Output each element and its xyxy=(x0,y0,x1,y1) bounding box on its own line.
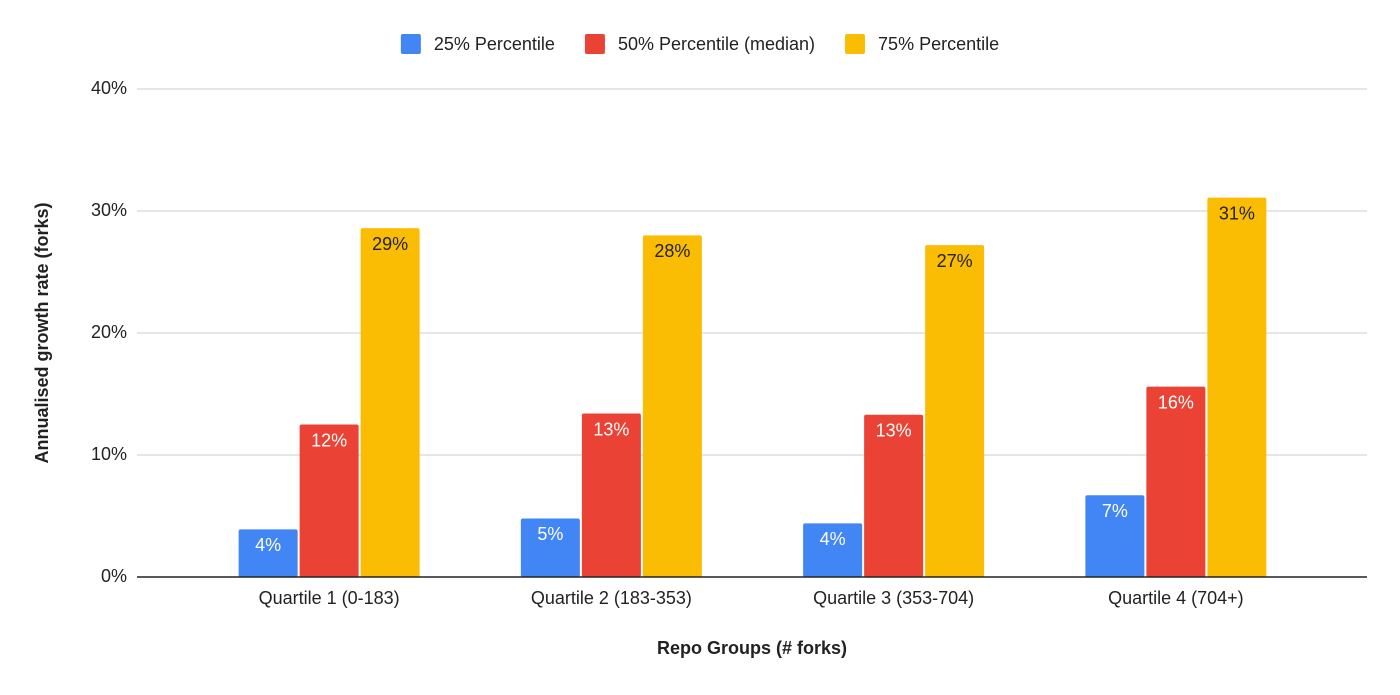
value-label: 29% xyxy=(372,234,408,254)
y-axis-title: Annualised growth rate (forks) xyxy=(32,202,52,463)
value-label: 7% xyxy=(1102,501,1128,521)
x-tick-label: Quartile 1 (0-183) xyxy=(259,588,400,608)
x-tick-label: Quartile 3 (353-704) xyxy=(813,588,974,608)
x-tick-label: Quartile 4 (704+) xyxy=(1108,588,1244,608)
bar xyxy=(360,228,420,577)
x-tick-label: Quartile 2 (183-353) xyxy=(531,588,692,608)
value-label: 13% xyxy=(593,419,629,439)
x-axis-title: Repo Groups (# forks) xyxy=(657,638,847,658)
y-tick-label: 40% xyxy=(91,78,127,98)
y-tick-label: 20% xyxy=(91,322,127,342)
value-label: 12% xyxy=(311,430,347,450)
bar xyxy=(864,414,924,577)
value-label: 31% xyxy=(1219,203,1255,223)
legend-label: 25% Percentile xyxy=(434,34,555,54)
bar xyxy=(642,235,702,577)
bar xyxy=(1146,386,1206,577)
y-tick-label: 30% xyxy=(91,200,127,220)
bar xyxy=(925,245,985,577)
y-tick-label: 0% xyxy=(101,566,127,586)
value-label: 27% xyxy=(937,251,973,271)
bar xyxy=(520,518,580,577)
bar xyxy=(1085,495,1145,577)
bar xyxy=(1207,197,1267,577)
value-label: 13% xyxy=(876,420,912,440)
bar xyxy=(238,529,298,577)
legend-swatch xyxy=(400,34,421,54)
bar xyxy=(803,523,863,577)
bar xyxy=(581,413,641,577)
y-tick-label: 10% xyxy=(91,444,127,464)
legend-label: 50% Percentile (median) xyxy=(618,34,815,54)
bar xyxy=(299,424,359,577)
value-label: 16% xyxy=(1158,392,1194,412)
value-label: 4% xyxy=(820,529,846,549)
value-label: 4% xyxy=(255,535,281,555)
legend-swatch xyxy=(845,34,866,54)
legend-swatch xyxy=(584,34,605,54)
legend-label: 75% Percentile xyxy=(878,34,999,54)
value-label: 28% xyxy=(654,241,690,261)
value-label: 5% xyxy=(537,524,563,544)
